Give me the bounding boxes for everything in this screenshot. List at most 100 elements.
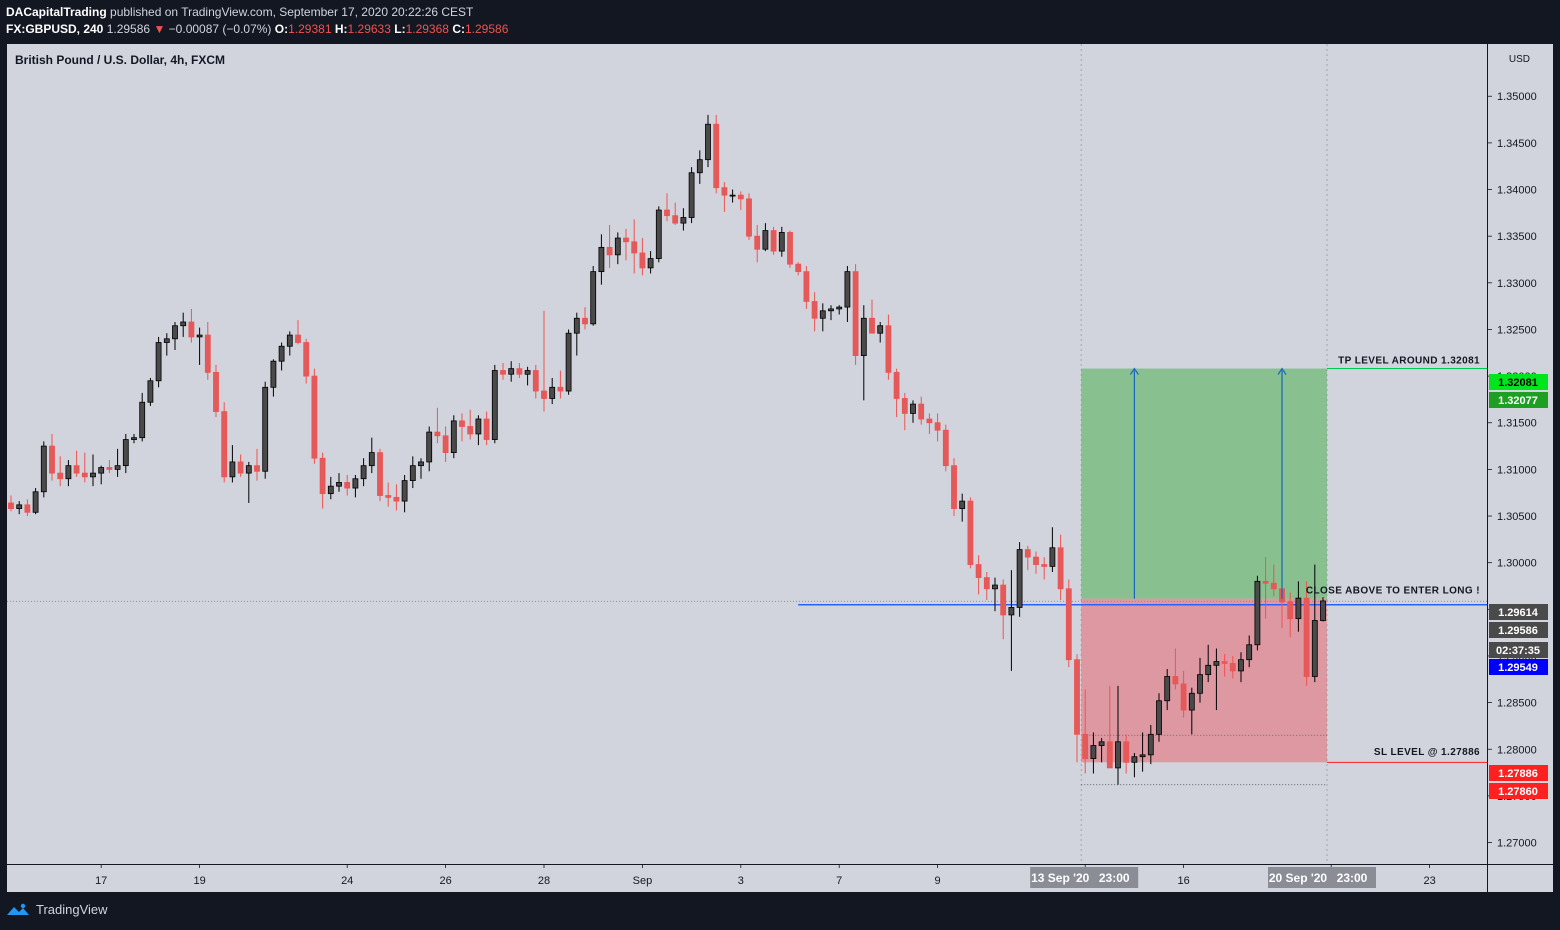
price-label: 1.29549 xyxy=(1498,662,1538,674)
y-tick-label: 1.30000 xyxy=(1497,558,1537,570)
candle-body xyxy=(73,465,80,474)
candle-body xyxy=(180,321,187,327)
candle xyxy=(762,223,769,252)
candle-body xyxy=(549,386,556,399)
published-text: published on TradingView.com, September … xyxy=(110,5,474,19)
candle-body xyxy=(811,301,818,319)
candle-body xyxy=(1090,745,1097,759)
candle xyxy=(352,474,359,498)
y-tick-label: 1.31500 xyxy=(1497,418,1537,430)
candle-body xyxy=(688,172,695,218)
low-value: 1.29368 xyxy=(405,22,449,36)
candle xyxy=(614,232,621,265)
candle-body xyxy=(819,310,826,319)
candle-body xyxy=(213,371,219,412)
candle-body xyxy=(114,465,121,470)
candle-body xyxy=(582,317,588,325)
candle-body xyxy=(254,465,260,472)
candle xyxy=(393,484,400,511)
low-label: L: xyxy=(394,22,406,36)
candle-body xyxy=(295,334,301,343)
candle xyxy=(975,555,982,595)
candle xyxy=(1115,685,1121,785)
candle-body xyxy=(803,271,810,302)
time-axis[interactable] xyxy=(7,865,1487,892)
candle-body xyxy=(860,317,867,356)
candle xyxy=(934,413,941,442)
candle xyxy=(664,193,670,222)
close-value: 1.29586 xyxy=(464,22,509,36)
candle xyxy=(1082,689,1089,774)
candle-body xyxy=(967,500,974,565)
candle xyxy=(1262,557,1269,619)
symbol-info: FX:GBPUSD, 240 1.29586 ▼ −0.00087 (−0.07… xyxy=(6,22,508,36)
candle xyxy=(721,182,728,212)
candle xyxy=(327,476,334,500)
candle xyxy=(434,407,441,444)
candle-body xyxy=(705,123,711,161)
candle xyxy=(705,114,711,168)
candle-body xyxy=(90,472,96,478)
candle-body xyxy=(106,467,113,470)
candle xyxy=(229,445,236,483)
author-name[interactable]: DACapitalTrading xyxy=(6,5,107,19)
candle xyxy=(155,336,162,388)
candle xyxy=(442,426,449,462)
candle xyxy=(57,456,64,487)
candle xyxy=(459,413,465,442)
y-tick-label: 1.34500 xyxy=(1497,138,1537,150)
candle xyxy=(754,224,761,263)
candle xyxy=(1221,654,1228,677)
candle xyxy=(1311,564,1318,683)
candle-body xyxy=(49,445,55,474)
date-label-box xyxy=(1268,867,1376,888)
candle xyxy=(901,392,908,431)
footer-brand[interactable]: TradingView xyxy=(36,902,108,917)
candle xyxy=(1295,581,1302,632)
price-label-box xyxy=(1489,374,1548,390)
candle xyxy=(450,415,457,459)
candle xyxy=(1098,738,1105,763)
candle xyxy=(893,368,900,418)
arrow-up-icon xyxy=(1129,367,1139,375)
y-tick-label: 1.30500 xyxy=(1497,511,1537,523)
y-tick-label: 1.32500 xyxy=(1497,324,1537,336)
candle xyxy=(557,370,564,399)
candle-body xyxy=(565,332,572,392)
candle-body xyxy=(32,491,39,513)
candle-body xyxy=(1041,564,1048,567)
candle-body xyxy=(524,370,531,375)
candle-body xyxy=(1188,692,1195,711)
candle-body xyxy=(672,215,679,224)
price-axis[interactable] xyxy=(1488,44,1553,864)
candle-body xyxy=(352,478,359,489)
candle-body xyxy=(1049,547,1056,567)
candle-body xyxy=(737,194,744,200)
candle xyxy=(1205,644,1212,683)
candle xyxy=(508,361,515,382)
candle xyxy=(1024,545,1031,571)
candle xyxy=(1303,581,1310,686)
candle xyxy=(598,234,605,285)
candle-body xyxy=(344,482,351,489)
high-value: 1.29633 xyxy=(347,22,391,36)
candle-body xyxy=(918,403,925,420)
candle-body xyxy=(590,271,597,325)
y-tick-label: 1.33500 xyxy=(1497,231,1537,243)
time-label: 23:00 xyxy=(1337,871,1368,885)
symbol-label: FX:GBPUSD, 240 xyxy=(6,22,104,36)
candle xyxy=(1238,652,1244,683)
tradingview-logo-icon[interactable] xyxy=(6,903,30,917)
candle-body xyxy=(532,370,539,392)
candle-body xyxy=(852,271,859,356)
candle xyxy=(672,202,679,225)
candle-body xyxy=(795,263,802,273)
candle xyxy=(926,413,933,434)
candle xyxy=(262,381,269,479)
candle xyxy=(1131,752,1138,778)
candle-body xyxy=(983,577,990,590)
candle-body xyxy=(196,334,203,338)
x-tick-label: 16 xyxy=(1177,875,1189,887)
candle xyxy=(1270,564,1277,597)
